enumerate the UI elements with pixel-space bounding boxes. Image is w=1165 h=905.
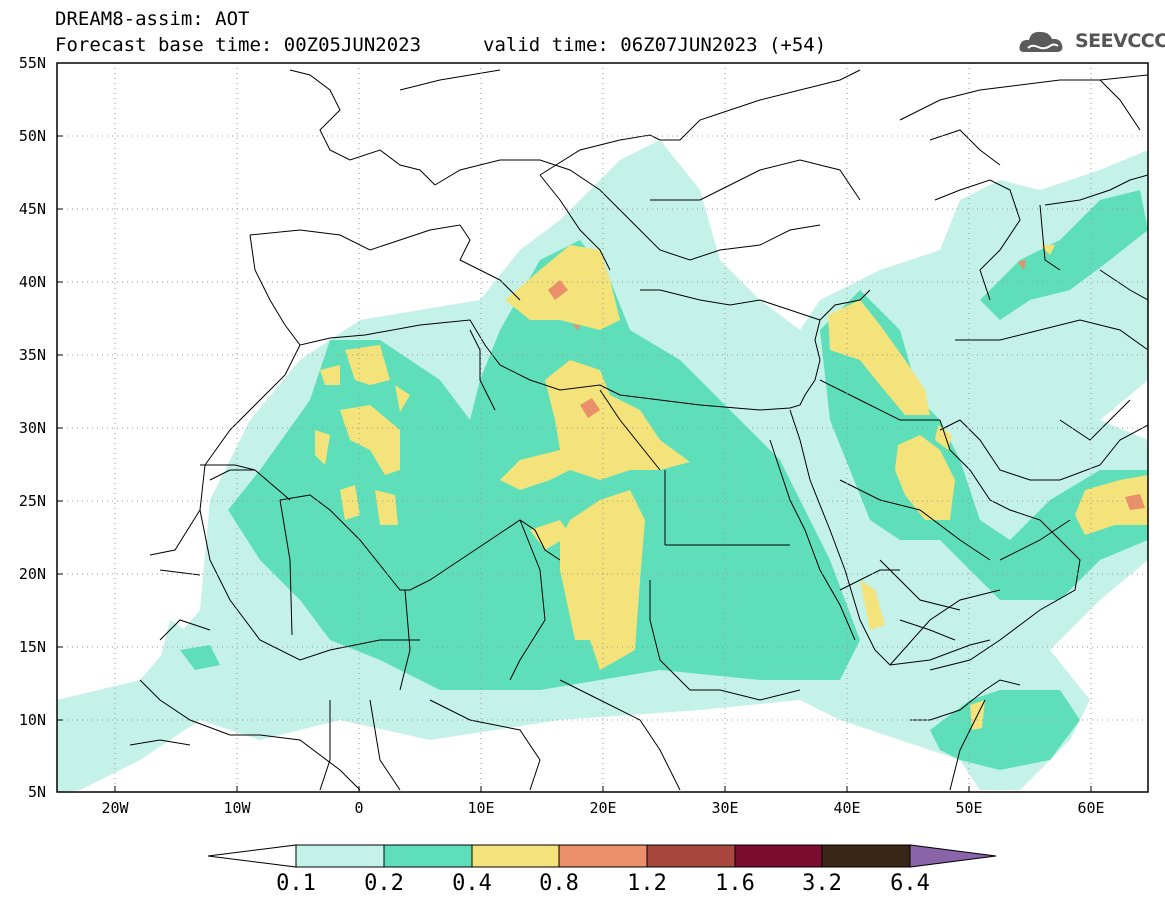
colorbar-label-0-4: 0.4 [452, 871, 492, 896]
aot-level-0-4 [315, 245, 1148, 730]
aot-level-0-8 [548, 260, 1145, 510]
lat-label-35n: 35N [18, 346, 46, 364]
lon-label-20w: 20W [101, 799, 129, 817]
coastlines-and-borders [129, 69, 1148, 791]
colorbar-under-arrow [207, 844, 297, 868]
lon-label-40e: 40E [833, 799, 861, 817]
map-gridlines [57, 63, 1148, 792]
colorbar-box-4 [558, 844, 648, 868]
colorbar-label-3-2: 3.2 [802, 871, 842, 896]
seevccc-cloud-logo-icon [1019, 31, 1063, 52]
colorbar-box-5 [646, 844, 736, 868]
lat-label-30n: 30N [18, 419, 46, 437]
lat-label-25n: 25N [18, 492, 46, 510]
lat-label-15n: 15N [18, 638, 46, 656]
lat-label-10n: 10N [18, 711, 46, 729]
lon-label-20e: 20E [589, 799, 617, 817]
colorbar-box-2 [383, 844, 473, 868]
lat-label-45n: 45N [18, 200, 46, 218]
colorbar [207, 844, 997, 868]
colorbar-label-1-6: 1.6 [715, 871, 755, 896]
lon-label-10w: 10W [223, 799, 251, 817]
colorbar-box-3 [471, 844, 560, 868]
colorbar-over-arrow [909, 844, 997, 868]
forecast-base-time: Forecast base time: 00Z05JUN2023 [55, 34, 422, 56]
lat-label-20n: 20N [18, 565, 46, 583]
colorbar-box-7 [821, 844, 911, 868]
lat-label-55n: 55N [18, 54, 46, 72]
colorbar-box-6 [734, 844, 823, 868]
lon-label-0: 0 [354, 799, 364, 817]
valid-time: valid time: 06Z07JUN2023 (+54) [483, 34, 827, 56]
axis-ticks [57, 62, 1092, 792]
colorbar-label-0-8: 0.8 [539, 871, 579, 896]
lat-label-40n: 40N [18, 273, 46, 291]
lon-label-10e: 10E [467, 799, 495, 817]
lat-label-50n: 50N [18, 127, 46, 145]
colorbar-label-6-4: 6.4 [890, 871, 930, 896]
colorbar-label-0-2: 0.2 [364, 871, 404, 896]
map-title: DREAM8-assim: AOT [55, 8, 250, 30]
lon-label-60e: 60E [1077, 799, 1105, 817]
logo-text: SEEVCCC [1075, 30, 1165, 52]
lat-label-5n: 5N [27, 783, 46, 801]
lon-label-50e: 50E [955, 799, 983, 817]
colorbar-box-1 [295, 844, 385, 868]
colorbar-label-1-2: 1.2 [627, 871, 667, 896]
colorbar-label-0-1: 0.1 [276, 871, 316, 896]
lon-label-30e: 30E [711, 799, 739, 817]
